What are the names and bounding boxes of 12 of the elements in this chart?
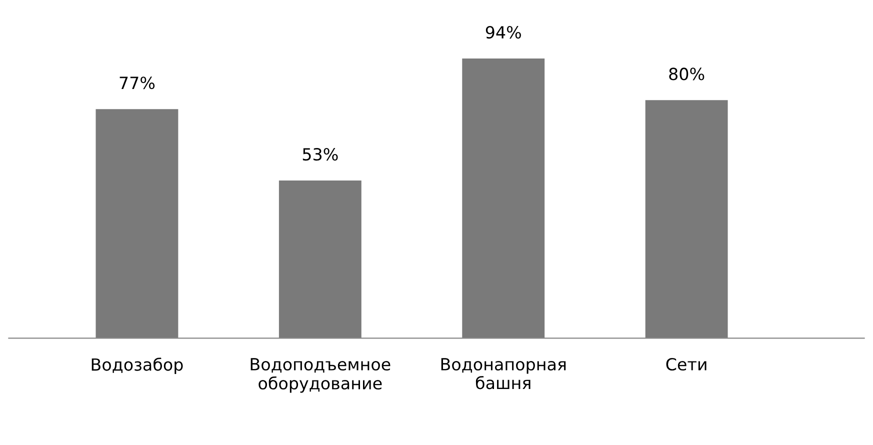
data-label: 80% [669,68,704,80]
x-tick-label: Водозабор [92,358,183,374]
data-label: 94% [486,26,521,39]
data-label: 53% [302,148,338,161]
x-tick-label: Водонапорная башня [441,358,566,390]
x-tick-label: Сети [666,358,706,371]
bar [96,109,178,338]
data-label: 77% [120,76,155,90]
bar [645,100,728,338]
x-tick-label: Водоподъемное оборудование [250,358,390,393]
bar [278,180,362,338]
bar [462,58,545,338]
